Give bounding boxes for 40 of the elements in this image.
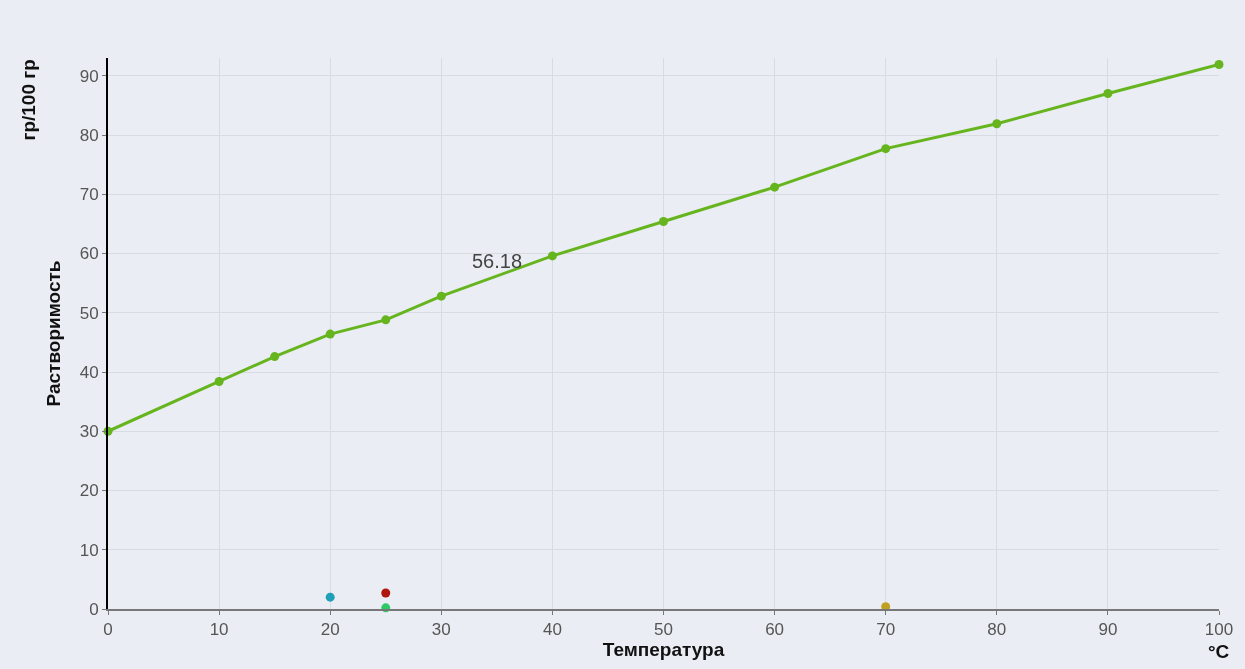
text: гр/100 гр [17, 59, 39, 141]
point [992, 119, 1002, 129]
y-tick-label: 40 [79, 362, 99, 382]
y-tick-label: 60 [79, 244, 99, 264]
y-tick-label: 80 [79, 125, 99, 145]
point [547, 251, 557, 261]
x-axis-title: Температура [602, 639, 725, 661]
point [270, 352, 280, 362]
x-tick-label: 50 [654, 620, 673, 640]
y-tick-label: 90 [79, 66, 99, 86]
y-tick-label: 0 [89, 599, 99, 619]
y-tick-label: 50 [79, 303, 99, 323]
annotation: 56.18 [472, 250, 523, 272]
x-tick-label: 10 [209, 620, 229, 640]
point [770, 182, 780, 192]
x-tick-label: 20 [320, 620, 340, 640]
point [881, 144, 891, 154]
x-tick-label: 0 [103, 620, 113, 640]
x-tick-label: 100 [1204, 620, 1234, 640]
x-tick-label: 70 [876, 620, 896, 640]
point [436, 291, 446, 301]
y-tick-label: 20 [79, 481, 99, 501]
text: °C [1208, 641, 1230, 662]
x-tick-label: 90 [1098, 620, 1118, 640]
x-tick-label: 80 [987, 620, 1007, 640]
point [1214, 60, 1224, 70]
point [214, 376, 224, 386]
point [381, 588, 391, 598]
y-tick-label: 10 [79, 540, 99, 560]
point [325, 592, 335, 602]
y-axis-title: Растворимость [43, 260, 65, 407]
y-tick-label: 70 [79, 185, 99, 205]
point [325, 329, 335, 339]
point [1103, 89, 1113, 99]
x-tick-label: 60 [765, 620, 785, 640]
point [659, 217, 668, 227]
y-tick-label: 30 [79, 422, 99, 442]
x-tick-label: 30 [431, 620, 451, 640]
x-tick-label: 40 [542, 620, 562, 640]
point [381, 315, 391, 325]
